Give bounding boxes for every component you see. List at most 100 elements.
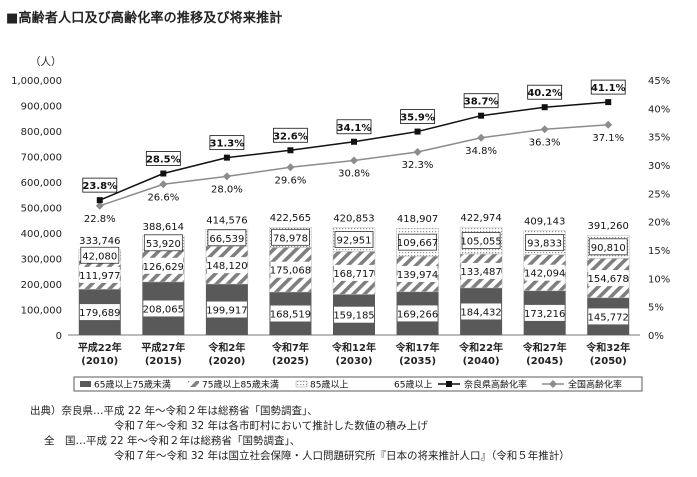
x-tick-label-year: (2035) [399,356,436,367]
national-rate-marker [477,133,486,142]
value-label-75-84: 133,487 [460,267,501,278]
chart-svg: （人） 0 100,000 200,000 300,000 400,000 500,000 6… [11,56,670,392]
value-label-85-plus: 109,667 [397,238,438,249]
value-label-65-74: 173,216 [524,309,565,320]
total-label: 418,907 [397,214,438,225]
y-right-tick-label: 30% [648,161,670,172]
value-label-75-84: 139,974 [397,270,438,281]
nara-rate-label-group: 23.8% [82,177,118,193]
value-label-75-84: 154,678 [588,274,629,285]
nara-rate-label: 31.3% [210,139,245,150]
value-label-85-plus-bg [143,234,183,252]
national-rate-label: 28.0% [211,184,243,195]
value-label-85-plus: 93,833 [527,239,562,250]
value-label-65-74-bg [524,304,565,321]
value-label-85-plus: 92,951 [337,236,372,247]
value-label-75-84-bg [588,270,629,287]
value-label-85-plus-group: 109,667 [397,233,438,251]
nara-rate-label-group: 38.7% [463,93,499,109]
x-tick-label-year: (2010) [81,356,118,367]
value-label-85-plus-group: 66,539 [207,229,247,247]
national-rate-marker [222,172,231,181]
value-label-75-84-group: 111,977 [79,266,120,283]
y-left-tick-label: 1,000,000 [11,76,62,87]
source-line: 令和７年～令和 32 年は各市町村において推計した数値の積み上げ [114,420,428,432]
nara-rate-label-bg [209,135,245,151]
national-rate-marker [286,163,295,172]
legend-swatch-diamond [549,380,557,388]
legend-swatch-hatch [188,381,199,387]
y-left-tick-label: 800,000 [21,127,62,138]
value-label-65-74: 169,266 [397,309,438,320]
value-label-85-plus-group: 42,080 [80,246,120,264]
value-label-65-74-bg [79,304,120,321]
value-label-65-74-group: 179,689 [79,304,120,321]
nara-rate-label: 38.7% [464,97,499,108]
total-label: 333,746 [79,236,120,247]
legend-box [73,376,643,392]
value-label-75-84-bg [206,257,247,274]
y-right-tick-label: 5% [648,303,664,314]
legend-label: 65歳以上 [394,379,432,391]
value-label-85-plus-bg [398,233,437,251]
x-tick-label-year: (2015) [145,356,182,367]
value-label-65-74: 159,185 [333,311,374,322]
value-label-75-84-group: 175,068 [270,261,311,278]
value-label-65-74-bg [206,301,247,318]
total-label: 422,974 [460,213,501,224]
legend-label: 85歳以上 [310,379,348,391]
value-label-75-84-bg [143,257,184,274]
x-tick-label: 令和32年 [585,341,630,354]
chart-title: ■高齢者人口及び高齢化率の推移及び将来推計 [6,11,283,26]
value-label-65-74-group: 145,772 [588,308,629,325]
value-label-85-plus-group: 78,978 [271,228,310,246]
total-label: 391,260 [588,221,629,232]
national-rate-label: 29.6% [275,175,307,186]
nara-rate-label: 34.1% [337,123,372,134]
y-right-tick-label: 35% [648,133,670,144]
national-rate-label: 37.1% [592,133,624,144]
value-label-65-74-bg [397,305,438,322]
value-label-75-84-group: 139,974 [397,265,438,282]
nara-rate-marker [414,128,421,135]
x-tick-label: 平成27年 [141,341,185,354]
y-right-tick-label: 10% [648,274,670,285]
source-line: 令和７年～令和 32 年は国立社会保障・人口問題研究所『日本の将来推計人口』（令… [114,450,570,462]
legend-swatch-square [446,381,452,387]
national-rate-marker [159,180,168,189]
value-label-65-74-bg [143,300,184,317]
total-label: 388,614 [143,222,184,233]
value-label-65-74-bg [461,303,502,320]
value-label-85-plus: 78,978 [273,233,308,244]
nara-rate-marker [223,154,230,161]
nara-rate-label-group: 35.9% [400,109,435,124]
nara-rate-label-group: 28.5% [145,151,181,166]
nara-rate-label: 23.8% [82,181,117,192]
y-axis-unit-label: （人） [30,56,62,68]
value-label-85-plus: 53,920 [146,239,181,250]
y-right-tick-label: 40% [648,104,670,115]
value-label-75-84-group: 148,120 [206,257,248,274]
y-left-tick-label: 300,000 [21,255,62,266]
source-line: 全 国…平成 22 年～令和２年は総務省「国勢調査」、 [44,435,301,447]
value-label-75-84: 168,717 [333,269,374,280]
y-right-tick-label: 25% [648,189,670,200]
legend-label: 奈良県高齢化率 [464,379,527,391]
value-label-75-84: 142,094 [524,269,565,280]
nara-rate-label-group: 41.1% [590,79,626,95]
nara-rate-label-bg [590,79,626,95]
nara-rate-label-group: 34.1% [336,119,372,135]
value-label-75-84-bg [270,261,311,278]
nara-rate-marker [351,138,357,145]
y-left-tick-label: 900,000 [21,102,62,113]
value-label-65-74-group: 168,519 [270,305,311,322]
value-label-75-84-group: 126,629 [143,257,184,274]
nara-rate-marker [478,112,485,119]
value-label-85-plus-bg [588,238,628,256]
national-rate-label: 32.3% [402,160,434,171]
x-tick-label: 令和12年 [331,341,376,354]
nara-rate-label: 35.9% [400,113,435,124]
y-right-tick-label: 45% [648,76,670,87]
nara-rate-label: 41.1% [591,83,626,94]
value-label-75-84: 175,068 [270,266,311,277]
